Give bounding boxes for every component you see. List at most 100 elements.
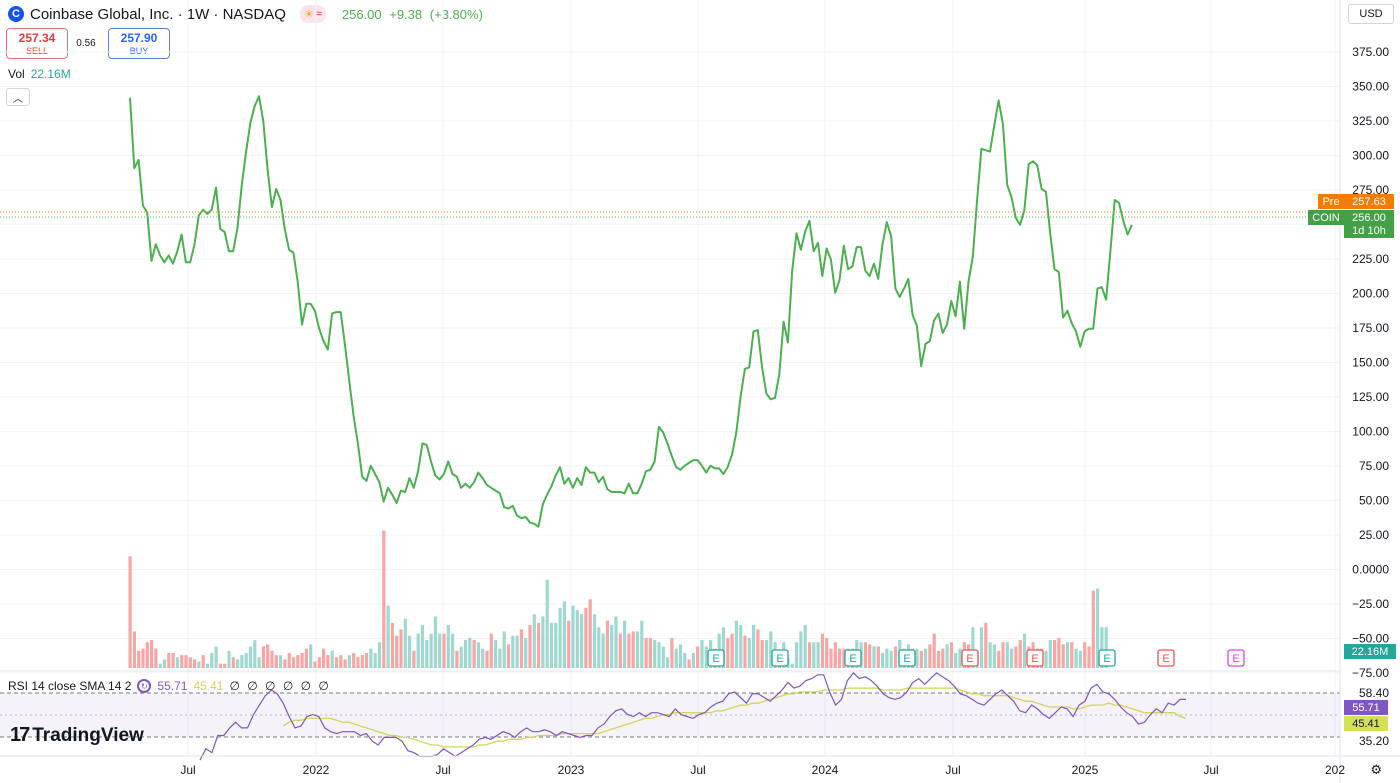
- volume-bar: [605, 620, 609, 668]
- pre-tag: Pre: [1322, 196, 1339, 208]
- volume-bar: [932, 633, 936, 668]
- buy-label: BUY: [129, 46, 149, 56]
- volume-bar: [945, 644, 949, 668]
- volume-bar: [1070, 642, 1074, 668]
- volume-bar: [562, 601, 566, 668]
- volume-bar: [1096, 588, 1100, 668]
- tradingview-logo[interactable]: 17 TradingView: [10, 724, 144, 747]
- volume-bar: [872, 646, 876, 668]
- volume-bar: [377, 642, 382, 668]
- volume-bar: [223, 663, 227, 668]
- volume-bar: [274, 655, 278, 668]
- earnings-badge-box: [1157, 649, 1175, 667]
- volume-bar: [279, 655, 283, 668]
- volume-tag-bg: [1344, 644, 1396, 659]
- time-tick-label: 2022: [303, 763, 330, 777]
- volume-bar: [743, 635, 747, 668]
- volume-bar: [1018, 640, 1022, 668]
- sell-button[interactable]: 257.34 SELL: [6, 28, 68, 59]
- earnings-badge-label: E: [1103, 653, 1110, 665]
- gear-icon[interactable]: ⚙: [1370, 762, 1382, 777]
- volume-bar: [928, 644, 932, 668]
- volume-bar: [240, 655, 244, 668]
- volume-bar: [992, 644, 996, 668]
- price-tick-label: 125.00: [1352, 390, 1389, 404]
- cycle-icon[interactable]: ↻: [137, 679, 152, 693]
- volume-bar: [838, 648, 842, 668]
- volume-bar: [352, 652, 356, 668]
- time-tick-label: 202: [1325, 763, 1345, 777]
- volume-bar: [614, 616, 618, 668]
- spread-value: 0.56: [76, 38, 96, 49]
- volume-bar: [704, 646, 708, 668]
- volume-bar: [885, 648, 889, 668]
- volume-bar: [1057, 637, 1061, 668]
- volume-bar: [201, 655, 205, 668]
- volume-bar: [343, 659, 347, 668]
- time-tick-label: 2024: [812, 763, 839, 777]
- volume-bar: [386, 605, 390, 668]
- sell-price: 257.34: [18, 31, 56, 45]
- rsi-legend[interactable]: RSI 14 close SMA 14 2 ↻ 55.71 45.41 ∅ ∅ …: [8, 678, 331, 694]
- volume-bar: [825, 637, 829, 668]
- volume-bar: [158, 663, 162, 668]
- volume-bar: [764, 640, 769, 668]
- volume-bar: [257, 657, 261, 668]
- volume-bar: [752, 625, 756, 668]
- earnings-badge-box: [844, 649, 862, 667]
- volume-bar: [657, 642, 661, 668]
- volume-bar: [382, 530, 386, 668]
- symbol-title[interactable]: Coinbase Global, Inc. · 1W · NASDAQ: [30, 5, 286, 23]
- rsi-tag: 55.71: [1352, 702, 1380, 714]
- earnings-badge-label: E: [712, 653, 719, 665]
- volume-bar: [511, 635, 515, 668]
- volume-bar: [558, 607, 562, 668]
- price-tick-label: 375.00: [1352, 45, 1389, 59]
- volume-bar: [971, 627, 975, 668]
- volume-bar: [567, 620, 571, 668]
- volume-bar: [326, 655, 330, 668]
- volume-bar: [648, 637, 652, 668]
- time-tick-label: Jul: [180, 763, 195, 777]
- tradingview-name: TradingView: [32, 724, 144, 746]
- earnings-badge: E: [1026, 649, 1044, 667]
- volume-bar: [519, 629, 523, 668]
- volume-bar: [494, 640, 498, 668]
- volume-bar: [627, 633, 631, 668]
- volume-bar: [580, 614, 584, 668]
- currency-selector[interactable]: USD: [1348, 4, 1394, 24]
- volume-bar: [485, 650, 489, 668]
- volume-bar: [1074, 648, 1078, 668]
- price-line: [129, 95, 1133, 528]
- price-tick-label: 0.0000: [1352, 563, 1389, 577]
- volume-bar: [188, 657, 192, 668]
- volume-legend[interactable]: Vol 22.16M: [8, 67, 71, 81]
- volume-bar: [631, 631, 635, 668]
- buy-button[interactable]: 257.90 BUY: [108, 28, 170, 59]
- volume-bar: [1078, 650, 1082, 668]
- buy-price: 257.90: [120, 31, 158, 45]
- volume-bar: [360, 655, 364, 668]
- volume-bar: [696, 646, 700, 668]
- volume-bar: [1022, 633, 1027, 668]
- volume-bar: [1083, 642, 1087, 668]
- volume-bar: [184, 655, 188, 668]
- price-tick-label: 350.00: [1352, 80, 1389, 94]
- volume-bar: [481, 648, 485, 668]
- volume-bar: [726, 637, 730, 668]
- volume-bar: [795, 642, 799, 668]
- volume-bar: [489, 633, 493, 668]
- volume-bar: [197, 661, 201, 668]
- volume-bar: [132, 631, 136, 668]
- session-icons[interactable]: ☀ ≈: [299, 5, 326, 23]
- volume-bar: [476, 642, 480, 668]
- volume-bar: [949, 642, 953, 668]
- volume-bar: [214, 646, 218, 668]
- time-tick-label: 2023: [558, 763, 585, 777]
- volume-bar: [339, 655, 343, 668]
- collapse-legend-button[interactable]: ︿: [6, 88, 30, 106]
- earnings-badge-box: [961, 649, 979, 667]
- volume-bar: [1044, 650, 1048, 668]
- price-axis-ticks: 375.00350.00325.00300.00275.00250.00225.…: [1352, 45, 1389, 748]
